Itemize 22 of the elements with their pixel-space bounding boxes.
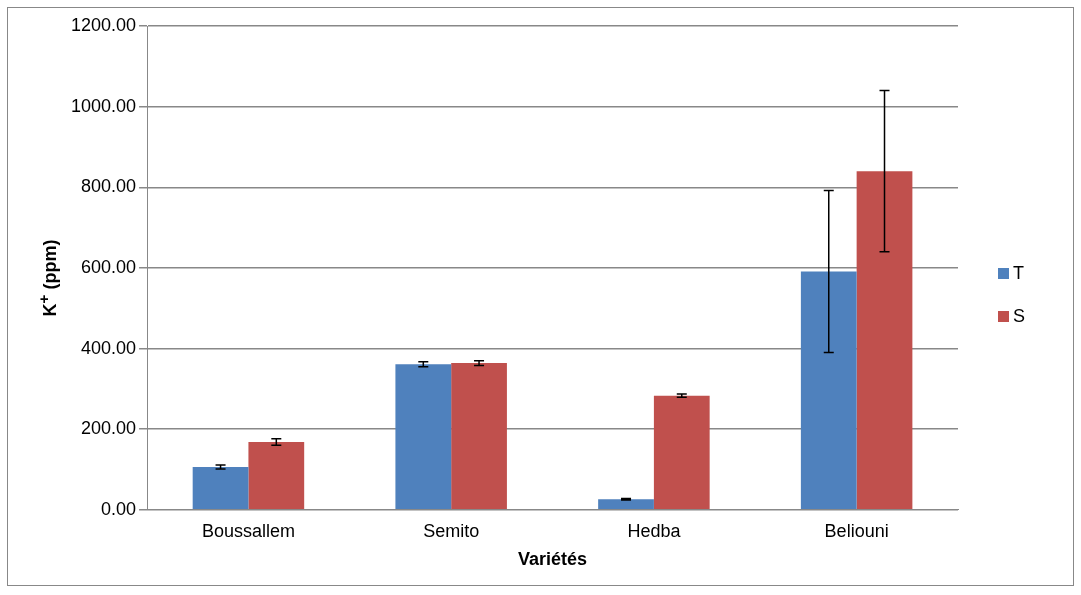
- bar: [248, 442, 305, 510]
- y-tick-label: 600.00: [81, 256, 137, 277]
- y-tick-label: 1000.00: [70, 95, 137, 116]
- bar: [653, 395, 710, 510]
- x-tick-label: Boussallem: [201, 520, 295, 541]
- legend-label: S: [1013, 306, 1026, 327]
- y-tick-label: 400.00: [81, 337, 137, 358]
- bar: [192, 467, 249, 510]
- y-tick-label: 1200.00: [70, 14, 137, 35]
- bar: [856, 171, 913, 510]
- x-tick-label: Hedba: [627, 520, 682, 541]
- bar: [598, 499, 654, 510]
- bar: [395, 364, 452, 510]
- x-tick-label: Semito: [423, 520, 480, 541]
- x-tick-label: Beliouni: [824, 520, 889, 541]
- y-tick-label: 200.00: [81, 418, 137, 439]
- x-axis-title: Variétés: [518, 549, 588, 570]
- bar: [451, 363, 507, 510]
- bar: [800, 271, 857, 510]
- y-tick-label: 0.00: [101, 498, 137, 519]
- y-tick-label: 800.00: [81, 176, 137, 197]
- legend-label: T: [1013, 263, 1024, 284]
